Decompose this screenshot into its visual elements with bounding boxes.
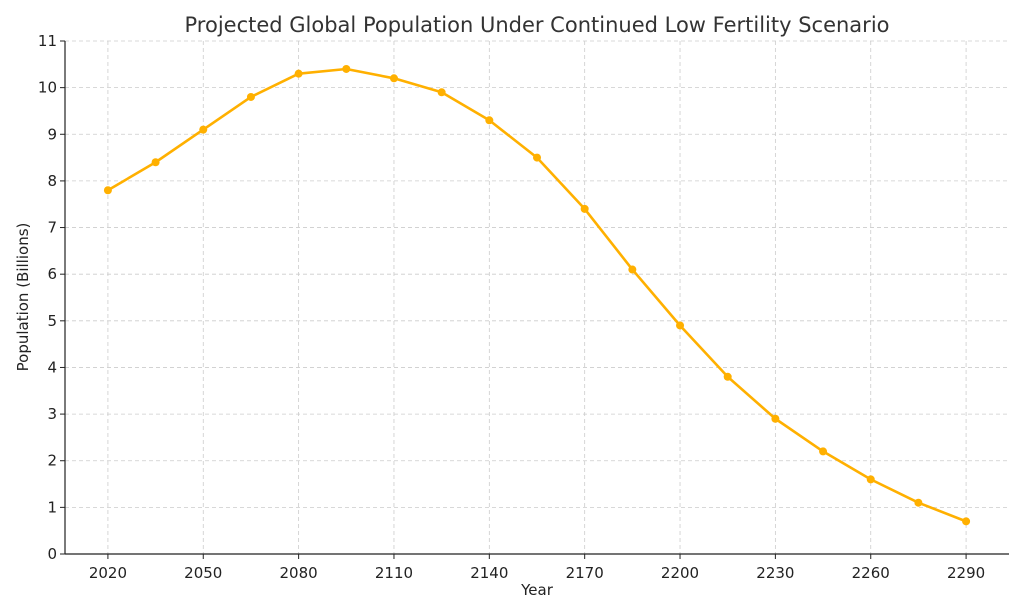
data-point — [819, 447, 828, 456]
series — [103, 64, 971, 526]
data-point — [151, 158, 160, 167]
x-tick-label: 2080 — [280, 564, 318, 582]
x-tick-label: 2170 — [566, 564, 604, 582]
x-tick-label: 2110 — [375, 564, 413, 582]
data-point — [866, 475, 875, 484]
y-tick-label: 4 — [47, 358, 57, 376]
y-tick-label: 0 — [47, 545, 57, 563]
y-tick-label: 10 — [38, 79, 57, 97]
data-point — [437, 88, 446, 97]
data-point — [914, 498, 923, 507]
x-tick-label: 2200 — [661, 564, 699, 582]
data-point — [199, 125, 208, 134]
x-tick-label: 2230 — [756, 564, 794, 582]
x-tick-label: 2290 — [947, 564, 985, 582]
grid — [65, 40, 1009, 555]
x-tick-label: 2050 — [184, 564, 222, 582]
data-point — [485, 116, 494, 125]
y-tick-label: 3 — [47, 405, 57, 423]
x-tick-label: 2140 — [470, 564, 508, 582]
y-tick-label: 1 — [47, 498, 57, 516]
y-tick-label: 5 — [47, 312, 57, 330]
data-point — [533, 153, 541, 162]
data-point — [103, 186, 112, 195]
data-point — [771, 414, 780, 423]
data-point — [342, 64, 351, 73]
series-line — [107, 67, 967, 523]
data-point — [628, 265, 637, 274]
data-point — [389, 74, 398, 83]
x-tick-label: 2260 — [852, 564, 890, 582]
x-tick-label: 2020 — [89, 564, 127, 582]
tick-labels: 2020 2050 2080 2110 2140 2170 2200 2230 2260 2290… — [38, 32, 985, 582]
data-point — [246, 92, 255, 101]
data-point — [962, 517, 971, 526]
y-axis-label: Population (Billions) — [14, 223, 32, 372]
y-tick-label: 7 — [47, 219, 57, 237]
y-tick-label: 9 — [47, 125, 57, 143]
chart-title: Projected Global Population Under Contin… — [185, 13, 890, 37]
y-tick-label: 11 — [38, 32, 57, 50]
data-point — [580, 204, 589, 213]
y-tick-label: 2 — [47, 452, 57, 470]
data-point — [676, 321, 685, 330]
data-point — [723, 372, 732, 381]
x-axis-label: Year — [520, 581, 554, 599]
y-tick-label: 8 — [47, 172, 57, 190]
data-point — [294, 69, 303, 78]
axes — [64, 41, 1009, 555]
y-tick-label: 6 — [47, 265, 57, 283]
